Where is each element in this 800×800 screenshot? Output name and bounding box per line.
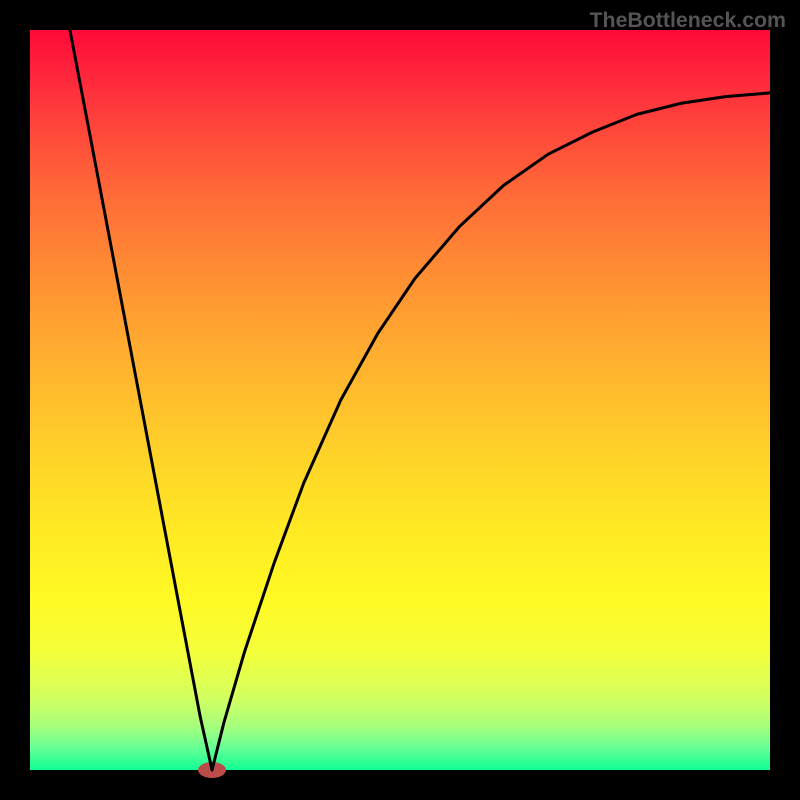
watermark-text: TheBottleneck.com	[590, 8, 786, 33]
bottleneck-chart	[0, 0, 800, 800]
